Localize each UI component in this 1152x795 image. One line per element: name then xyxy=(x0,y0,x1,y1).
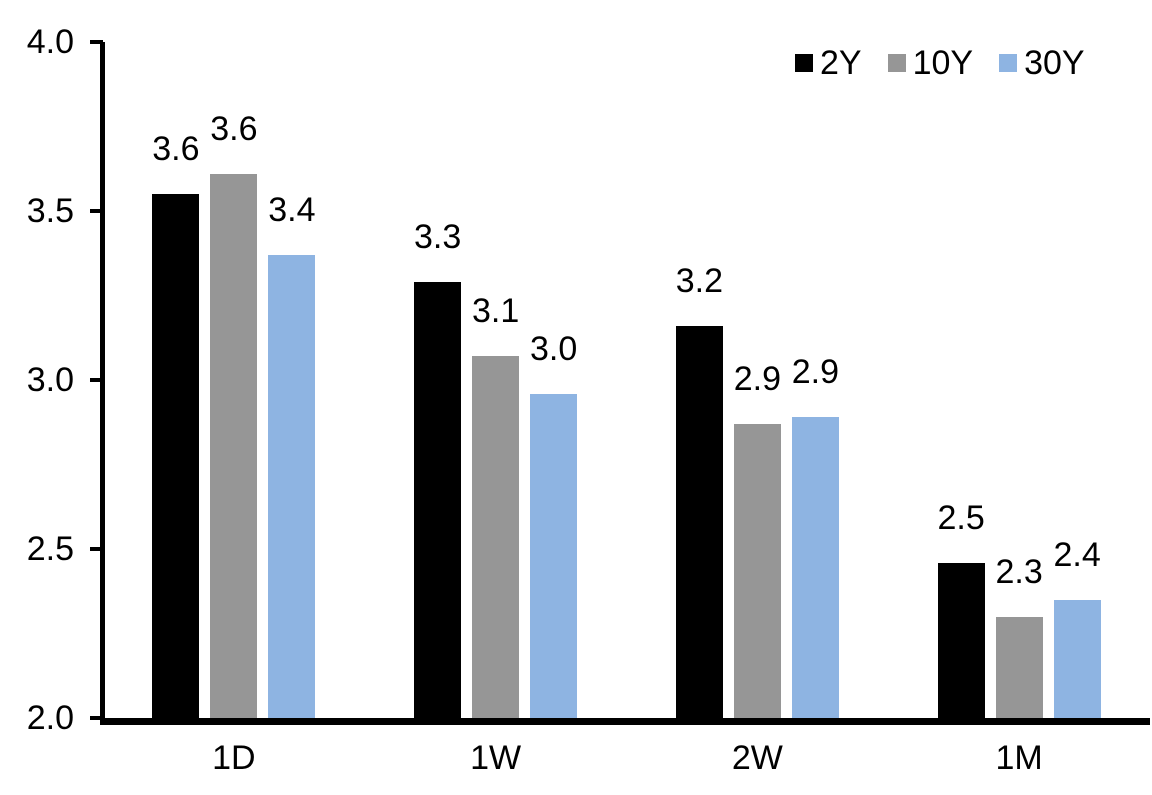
y-axis-tick-label: 4.0 xyxy=(26,23,74,61)
y-axis-tick xyxy=(90,716,103,720)
x-axis-category-label: 1D xyxy=(212,739,256,777)
bar-2Y-1M xyxy=(937,562,985,718)
bar-10Y-1W xyxy=(472,356,520,718)
bar-30Y-1D xyxy=(268,254,316,718)
bar-30Y-1M xyxy=(1053,599,1101,718)
bar-10Y-2W xyxy=(733,423,781,718)
legend-label: 30Y xyxy=(1024,44,1085,82)
bar-value-label: 3.0 xyxy=(529,329,578,368)
bar-30Y-2W xyxy=(791,417,839,718)
legend-item-30Y: 30Y xyxy=(999,46,1085,80)
legend-item-2Y: 2Y xyxy=(795,46,862,80)
bar-10Y-1D xyxy=(210,173,258,718)
chart-legend: 2Y 10Y 30Y xyxy=(795,46,1085,80)
bar-value-label: 2.9 xyxy=(791,353,839,392)
y-axis-tick xyxy=(90,40,103,44)
bar-2Y-2W xyxy=(675,325,723,718)
y-axis-tick xyxy=(90,547,103,551)
bar-2Y-1D xyxy=(152,194,200,718)
legend-swatch-icon xyxy=(795,54,813,72)
x-axis-line xyxy=(103,718,1150,725)
bar-10Y-1M xyxy=(995,616,1043,718)
y-axis-tick-label: 2.0 xyxy=(26,699,74,737)
y-axis-line xyxy=(100,42,105,725)
legend-label: 2Y xyxy=(820,44,862,82)
y-axis-tick xyxy=(90,209,103,213)
legend-label: 10Y xyxy=(912,44,974,82)
y-axis-tick-label: 3.0 xyxy=(26,361,74,399)
bar-value-label: 2.3 xyxy=(995,552,1043,591)
bar-value-label: 2.9 xyxy=(733,359,781,398)
x-axis-category-label: 2W xyxy=(731,739,783,777)
bar-30Y-1W xyxy=(530,393,578,718)
x-axis-category-label: 1W xyxy=(470,739,522,777)
bar-value-label: 3.6 xyxy=(210,109,258,148)
bar-value-label: 3.2 xyxy=(675,261,723,300)
bar-value-label: 3.3 xyxy=(413,217,462,256)
bar-2Y-1W xyxy=(414,281,462,718)
y-axis-tick xyxy=(90,378,103,382)
y-axis-tick-label: 3.5 xyxy=(26,192,74,230)
legend-swatch-icon xyxy=(999,54,1018,72)
x-axis-category-label: 1M xyxy=(995,739,1043,777)
bar-value-label: 2.4 xyxy=(1053,535,1101,574)
bar-value-label: 3.6 xyxy=(152,130,200,169)
bar-value-label: 3.4 xyxy=(268,190,316,229)
y-axis-tick-label: 2.5 xyxy=(26,530,74,568)
legend-item-10Y: 10Y xyxy=(887,44,974,82)
bar-value-label: 2.5 xyxy=(937,498,985,537)
legend-swatch-icon xyxy=(887,54,906,72)
bar-value-label: 3.1 xyxy=(471,292,520,331)
